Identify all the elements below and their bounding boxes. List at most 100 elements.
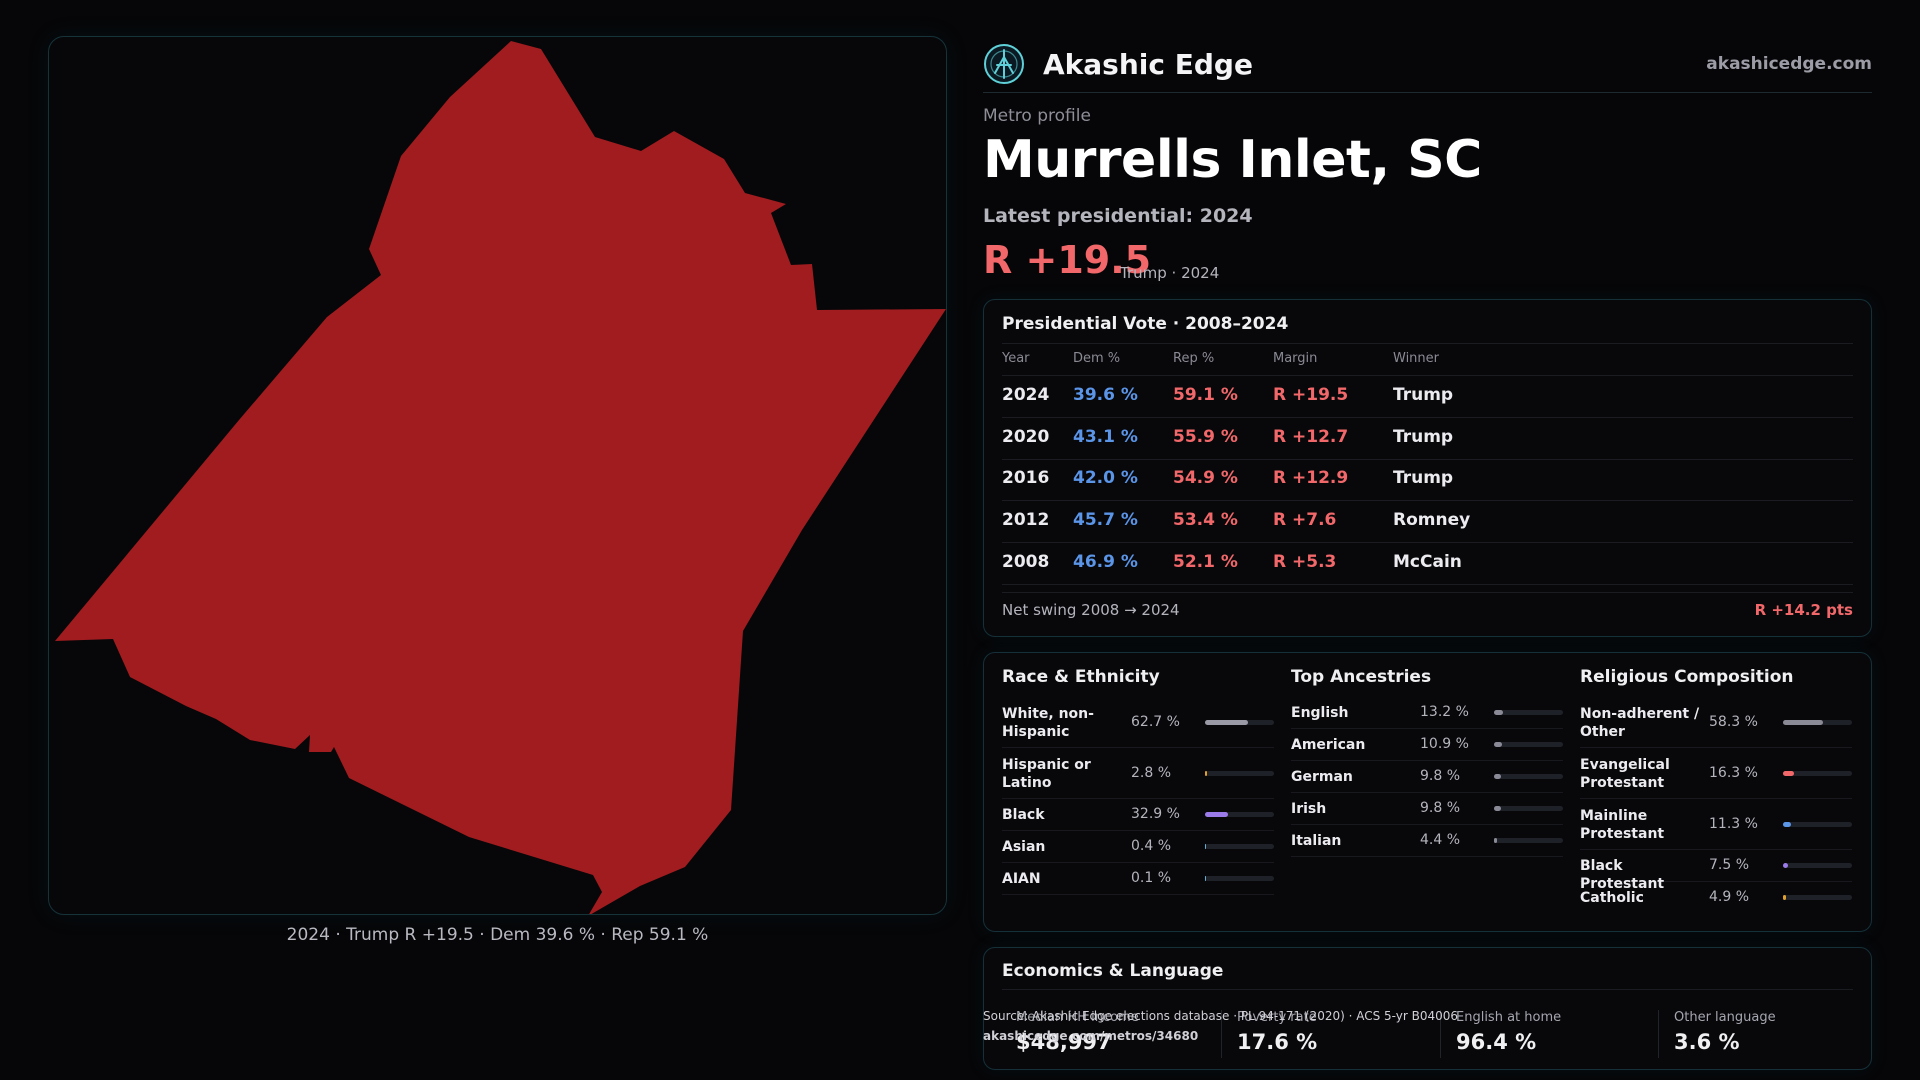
ancestry-pct: 9.8 % (1420, 768, 1461, 784)
row-rep-pct: 53.4 % (1173, 510, 1238, 530)
ancestry-section-title: Top Ancestries (1291, 667, 1432, 687)
ancestry-bar-track (1494, 710, 1563, 715)
religion-bar-fill (1783, 863, 1789, 868)
religion-bar-track (1783, 895, 1852, 900)
net-swing-value: R +14.2 pts (1754, 601, 1853, 619)
divider (1002, 459, 1853, 460)
religion-section: Religious Composition Non-adherent / Oth… (1580, 667, 1852, 914)
list-item: White, non-Hispanic 62.7 % (1002, 697, 1274, 748)
row-rep-pct: 59.1 % (1173, 385, 1238, 405)
religion-bar-fill (1783, 895, 1787, 900)
race-pct: 62.7 % (1131, 714, 1180, 730)
ancestry-bar-track (1494, 742, 1563, 747)
religion-section-title: Religious Composition (1580, 667, 1794, 687)
race-label: Hispanic or Latino (1002, 757, 1091, 791)
map-caption: 2024 · Trump R +19.5 · Dem 39.6 % · Rep … (286, 925, 709, 945)
metro-map (55, 41, 946, 915)
stat-divider (1658, 1010, 1659, 1058)
religion-pct: 7.5 % (1709, 857, 1750, 873)
religion-label: Evangelical Protestant (1580, 757, 1670, 791)
religion-label: Black Protestant (1580, 858, 1665, 892)
stat-divider (1440, 1010, 1441, 1058)
akashic-logo-icon[interactable] (983, 43, 1025, 85)
row-year: 2016 (1002, 468, 1050, 488)
list-item: Catholic 4.9 % (1580, 882, 1852, 914)
ancestry-bar-track (1494, 774, 1563, 779)
race-bar-track (1205, 844, 1274, 849)
list-item: AIAN 0.1 % (1002, 863, 1274, 895)
ancestry-pct: 9.8 % (1420, 800, 1461, 816)
race-label: AIAN (1002, 871, 1041, 887)
ancestry-bar-track (1494, 806, 1563, 811)
stat-value: 3.6 % (1674, 1030, 1740, 1054)
race-label: Black (1002, 807, 1045, 823)
row-margin: R +19.5 (1273, 385, 1349, 405)
stat-label: Median HH income (1016, 1010, 1139, 1025)
stat-divider (1221, 1010, 1222, 1058)
race-bar-fill (1205, 771, 1207, 776)
row-rep-pct: 52.1 % (1173, 552, 1238, 572)
brand-name[interactable]: Akashic Edge (1043, 47, 1253, 81)
row-winner: Trump (1393, 468, 1454, 488)
row-margin: R +7.6 (1273, 510, 1337, 530)
religion-bar-fill (1783, 822, 1791, 827)
stat-value: 96.4 % (1456, 1030, 1537, 1054)
religion-label: Non-adherent / Other (1580, 706, 1700, 740)
stat-poverty-rate: Poverty rate 17.6 % (1237, 1010, 1317, 1058)
stat-value: $48,997 (1016, 1030, 1112, 1054)
list-item: Black 32.9 % (1002, 799, 1274, 831)
ancestry-label: Irish (1291, 801, 1327, 817)
religion-bar-track (1783, 771, 1852, 776)
divider (1002, 375, 1853, 376)
row-winner: McCain (1393, 552, 1462, 572)
site-domain-link[interactable]: akashicedge.com (1706, 54, 1872, 74)
race-label: White, non-Hispanic (1002, 706, 1094, 740)
ancestry-bar-fill (1494, 806, 1501, 811)
religion-bar-track (1783, 863, 1852, 868)
source-text: Source: Akashic Edge elections database … (983, 1009, 1459, 1023)
religion-pct: 11.3 % (1709, 816, 1758, 832)
row-dem-pct: 46.9 % (1073, 552, 1138, 572)
race-bar-track (1205, 771, 1274, 776)
race-bar-track (1205, 720, 1274, 725)
race-pct: 32.9 % (1131, 806, 1180, 822)
economics-card-title: Economics & Language (1002, 961, 1224, 981)
ancestry-bar-fill (1494, 774, 1501, 779)
religion-bar-fill (1783, 720, 1824, 725)
col-header-margin: Margin (1273, 351, 1318, 366)
row-dem-pct: 42.0 % (1073, 468, 1138, 488)
divider (1002, 500, 1853, 501)
list-item: Hispanic or Latino 2.8 % (1002, 748, 1274, 799)
race-bar-track (1205, 876, 1274, 881)
source-url-link[interactable]: akashicedge.com/metros/34680 (983, 1029, 1199, 1043)
race-pct: 0.1 % (1131, 870, 1172, 886)
site-header: Akashic Edge akashicedge.com (983, 36, 1872, 93)
metro-boundary-shape[interactable] (55, 41, 946, 915)
row-dem-pct: 43.1 % (1073, 427, 1138, 447)
ancestry-label: American (1291, 737, 1366, 753)
race-section-title: Race & Ethnicity (1002, 667, 1160, 687)
religion-bar-fill (1783, 771, 1795, 776)
ancestry-bar-track (1494, 838, 1563, 843)
divider (1002, 542, 1853, 543)
ancestry-label: German (1291, 769, 1353, 785)
list-item: German 9.8 % (1291, 761, 1563, 793)
row-winner: Trump (1393, 385, 1454, 405)
presidential-vote-card: Presidential Vote · 2008–2024 Year Dem %… (983, 299, 1872, 637)
list-item: Black Protestant 7.5 % (1580, 850, 1852, 892)
ancestry-pct: 10.9 % (1420, 736, 1469, 752)
headline-margin: R +19.5 (983, 238, 1152, 282)
col-header-winner: Winner (1393, 351, 1440, 366)
list-item: Evangelical Protestant 16.3 % (1580, 748, 1852, 799)
latest-presidential-label: Latest presidential: 2024 (983, 205, 1253, 227)
row-dem-pct: 39.6 % (1073, 385, 1138, 405)
map-panel (48, 36, 947, 915)
religion-bar-track (1783, 720, 1852, 725)
divider (1002, 417, 1853, 418)
stat-label: Other language (1674, 1010, 1776, 1025)
race-bar-fill (1205, 720, 1249, 725)
ancestry-section: Top Ancestries English 13.2 % American 1… (1291, 667, 1563, 857)
divider (1002, 584, 1853, 585)
ancestry-pct: 4.4 % (1420, 832, 1461, 848)
col-header-dem: Dem % (1073, 351, 1121, 366)
